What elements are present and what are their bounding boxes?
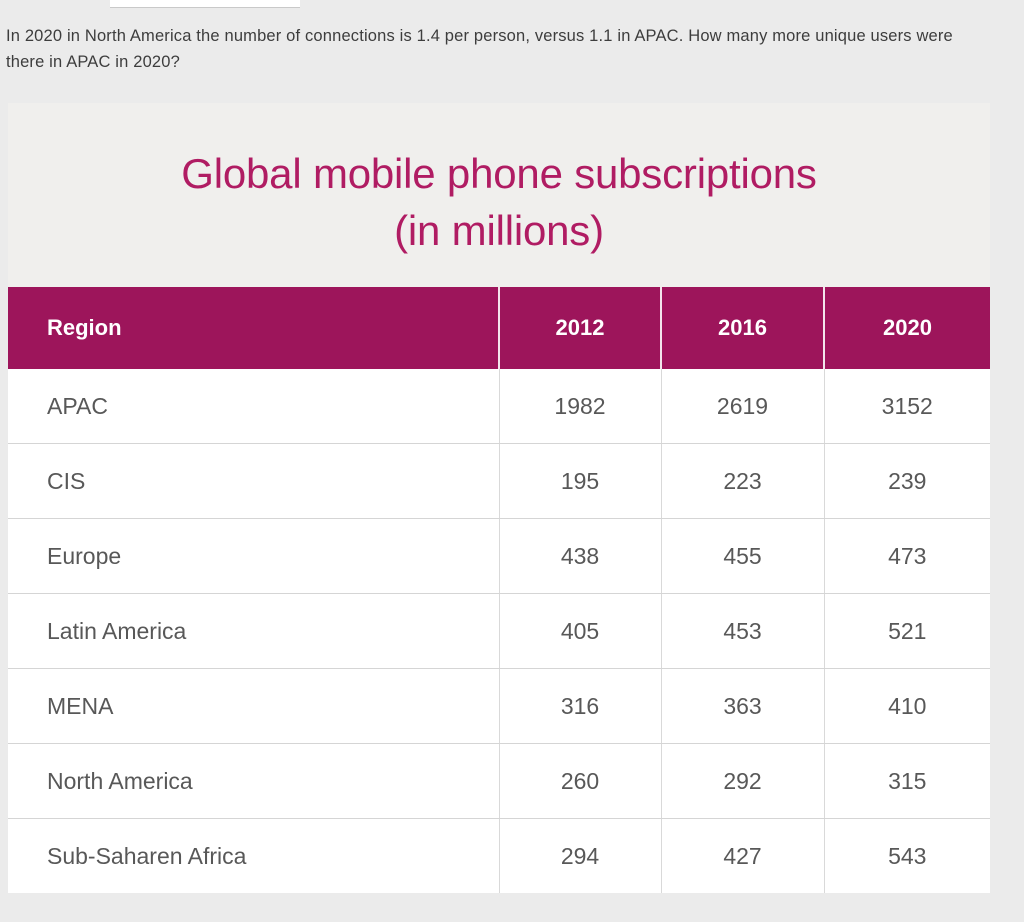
cell-region: APAC xyxy=(8,369,500,444)
cell-region: Sub-Saharen Africa xyxy=(8,818,500,893)
screenshot-overlay-artifact xyxy=(110,0,300,8)
table-header-row: Region 2012 2016 2020 xyxy=(8,287,990,369)
cell-2012: 294 xyxy=(499,818,662,893)
cell-2016: 2619 xyxy=(661,369,825,444)
cell-2016: 427 xyxy=(661,818,825,893)
cell-2012: 1982 xyxy=(499,369,662,444)
cell-region: Latin America xyxy=(8,593,500,669)
cell-region: MENA xyxy=(8,668,500,744)
table-body: APAC 1982 2619 3152 CIS 195 223 239 Euro… xyxy=(8,369,990,893)
page-subtitle: (in millions) xyxy=(394,207,604,254)
cell-2020: 521 xyxy=(824,593,990,669)
table-row: CIS 195 223 239 xyxy=(8,443,990,519)
question-prompt-block: In 2020 in North America the number of c… xyxy=(0,0,1024,103)
table-row: North America 260 292 315 xyxy=(8,743,990,819)
cell-region: CIS xyxy=(8,443,500,519)
table-row: Latin America 405 453 521 xyxy=(8,593,990,669)
cell-2020: 239 xyxy=(824,443,990,519)
column-header-2020: 2020 xyxy=(823,287,990,369)
column-header-2012: 2012 xyxy=(498,287,661,369)
table-row: APAC 1982 2619 3152 xyxy=(8,369,990,444)
question-text: In 2020 in North America the number of c… xyxy=(6,26,953,71)
cell-2020: 543 xyxy=(824,818,990,893)
page-title: Global mobile phone subscriptions xyxy=(181,150,817,197)
cell-2016: 223 xyxy=(661,443,825,519)
cell-2020: 473 xyxy=(824,518,990,594)
cell-2012: 260 xyxy=(499,743,662,819)
column-header-region: Region xyxy=(8,287,499,369)
table-header: Region 2012 2016 2020 xyxy=(8,287,990,369)
cell-2016: 363 xyxy=(661,668,825,744)
cell-2020: 410 xyxy=(824,668,990,744)
table-row: MENA 316 363 410 xyxy=(8,668,990,744)
chart-card-panel: Global mobile phone subscriptions (in mi… xyxy=(8,103,990,893)
table-row: Sub-Saharen Africa 294 427 543 xyxy=(8,818,990,893)
subscriptions-table: Region 2012 2016 2020 APAC 1982 2619 315… xyxy=(8,287,990,893)
cell-2020: 315 xyxy=(824,743,990,819)
cell-2020: 3152 xyxy=(824,369,990,444)
table-row: Europe 438 455 473 xyxy=(8,518,990,594)
cell-2016: 455 xyxy=(661,518,825,594)
cell-2012: 405 xyxy=(499,593,662,669)
cell-region: Europe xyxy=(8,518,500,594)
cell-2016: 292 xyxy=(661,743,825,819)
cell-2012: 316 xyxy=(499,668,662,744)
column-header-2016: 2016 xyxy=(660,287,824,369)
cell-region: North America xyxy=(8,743,500,819)
cell-2016: 453 xyxy=(661,593,825,669)
cell-2012: 438 xyxy=(499,518,662,594)
cell-2012: 195 xyxy=(499,443,662,519)
